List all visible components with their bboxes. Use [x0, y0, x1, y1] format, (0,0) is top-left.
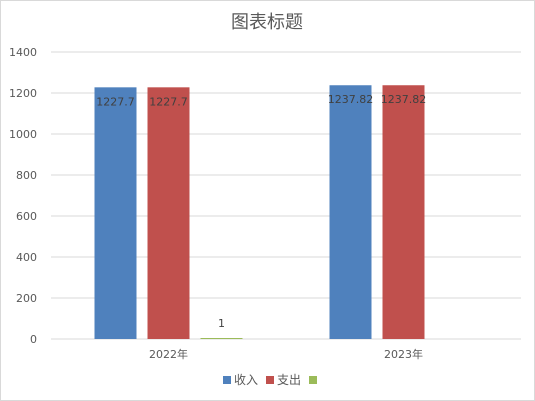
- data-label: 1237.82: [328, 93, 374, 106]
- y-tick-label: 600: [16, 210, 37, 223]
- bar: [329, 85, 372, 339]
- x-category-label: 2022年: [149, 347, 188, 361]
- legend-swatch: [266, 376, 274, 384]
- y-tick-label: 200: [16, 292, 37, 305]
- bar: [94, 87, 137, 339]
- data-label: 1227.7: [149, 95, 188, 108]
- bar: [200, 338, 243, 339]
- y-tick-label: 1200: [9, 87, 37, 100]
- data-labels: 1227.7 1227.7 1 1237.82 1237.82: [96, 93, 426, 330]
- bar: [147, 87, 190, 339]
- x-axis-categories: 2022年 2023年: [149, 347, 423, 361]
- data-label: 1237.82: [381, 93, 427, 106]
- legend-swatch: [223, 376, 231, 384]
- data-label: 1: [218, 317, 225, 330]
- y-tick-label: 400: [16, 251, 37, 264]
- legend-label: 支出: [277, 373, 301, 387]
- y-tick-label: 1400: [9, 46, 37, 59]
- legend-swatch: [309, 376, 317, 384]
- data-label: 1227.7: [96, 95, 135, 108]
- chart-title: 图表标题: [231, 12, 303, 33]
- y-tick-label: 800: [16, 169, 37, 182]
- x-category-label: 2023年: [384, 347, 423, 361]
- legend: 收入 支出: [223, 373, 317, 387]
- legend-label: 收入: [234, 373, 258, 387]
- bars: [94, 85, 425, 339]
- y-tick-label: 1000: [9, 128, 37, 141]
- y-axis-ticks: 0 200 400 600 800 1000 1200 1400: [9, 46, 37, 346]
- bar: [382, 85, 425, 339]
- y-tick-label: 0: [30, 333, 37, 346]
